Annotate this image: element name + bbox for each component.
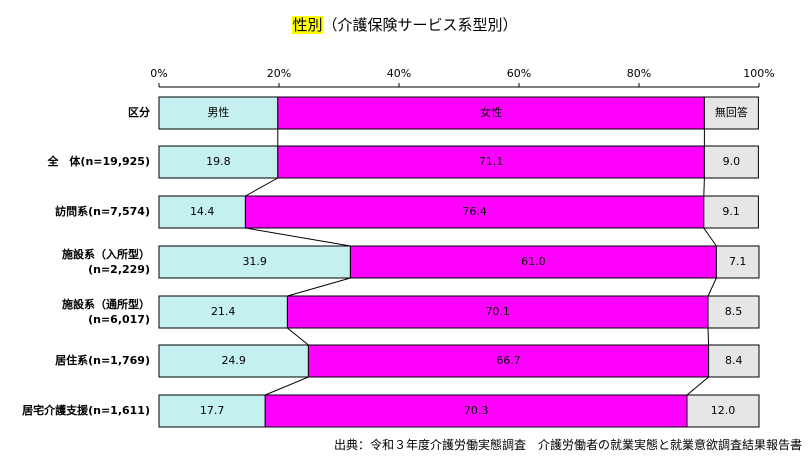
data-label: 17.7 [200, 404, 225, 417]
connector-line [707, 327, 710, 346]
connector-line [245, 227, 351, 247]
legend-entry: 女性 [480, 105, 502, 119]
source-note: 出典：令和３年度介護労働実態調査 介護労働者の就業実態と就業意欲調査結果報告書 [333, 438, 802, 452]
legend-row-label: 区分 [128, 105, 150, 119]
data-label: 76.4 [462, 205, 487, 218]
category-label: 施設系（入所型） [62, 247, 150, 261]
x-tick-label: 80% [627, 67, 651, 80]
data-label: 31.9 [242, 255, 267, 268]
category-label: 訪問系(n=7,574) [55, 204, 150, 218]
data-label: 8.4 [725, 354, 743, 367]
connector-line [703, 177, 705, 197]
connector-line [703, 227, 717, 247]
category-label: (n=6,017) [88, 313, 150, 326]
chart-title-sub: （介護保険サービス系型別） [322, 16, 518, 34]
legend-segment [277, 96, 705, 130]
legend-segment [703, 96, 759, 130]
data-label: 19.8 [206, 155, 231, 168]
x-tick-label: 60% [507, 67, 531, 80]
x-tick-label: 40% [387, 67, 411, 80]
bar-segment [703, 145, 759, 179]
bar-segment [686, 394, 760, 428]
connector-line [287, 327, 309, 346]
bar-segment [349, 245, 717, 279]
connector-line [245, 177, 279, 197]
stacked-bar-chart: 0% 20% 40% 60% 80% 100% 区分 男性 女性 無回答 19.8 71.1 9.0 全 … [22, 67, 775, 428]
connector-line [265, 376, 309, 396]
legend-entry: 男性 [207, 105, 229, 119]
data-label: 7.1 [729, 255, 747, 268]
x-tick-label: 20% [267, 67, 291, 80]
category-label: 施設系（通所型） [62, 297, 150, 311]
category-label: (n=2,229) [88, 263, 150, 276]
bar-segment [244, 195, 705, 229]
connector-line [707, 277, 717, 297]
data-label: 21.4 [211, 305, 236, 318]
legend-entry: 無回答 [715, 105, 748, 119]
category-label: 全 体(n=19,925) [46, 154, 150, 168]
bar-segment [307, 344, 710, 378]
bar-segment [158, 195, 246, 229]
legend-segment [158, 96, 279, 130]
data-label: 14.4 [190, 205, 215, 218]
bar-segment [158, 245, 351, 279]
bar-segment [158, 344, 309, 378]
chart-title: 性別（介護保険サービス系型別） [0, 14, 810, 35]
data-label: 9.1 [722, 205, 740, 218]
bar-segment [708, 344, 760, 378]
data-label: 70.3 [464, 404, 489, 417]
data-label: 70.1 [485, 305, 510, 318]
chart-title-main: 性別 [292, 16, 323, 34]
connector-line [686, 376, 709, 396]
data-label: 71.1 [479, 155, 504, 168]
connector-line [287, 277, 351, 297]
bar-segment [703, 195, 759, 229]
data-label: 24.9 [221, 354, 246, 367]
bar-segment [286, 295, 709, 329]
bar-segment [707, 295, 760, 329]
category-label: 居住系(n=1,769) [55, 353, 150, 367]
x-tick-label: 0% [150, 67, 167, 80]
bar-segment [715, 245, 760, 279]
bar-segment [158, 295, 288, 329]
data-label: 12.0 [711, 404, 736, 417]
data-label: 61.0 [521, 255, 546, 268]
category-label: 居宅介護支援(n=1,611) [22, 403, 150, 417]
data-label: 9.0 [723, 155, 741, 168]
data-label: 8.5 [725, 305, 743, 318]
x-tick-label: 100% [743, 67, 774, 80]
data-label: 66.7 [496, 354, 521, 367]
bar-segment [264, 394, 688, 428]
